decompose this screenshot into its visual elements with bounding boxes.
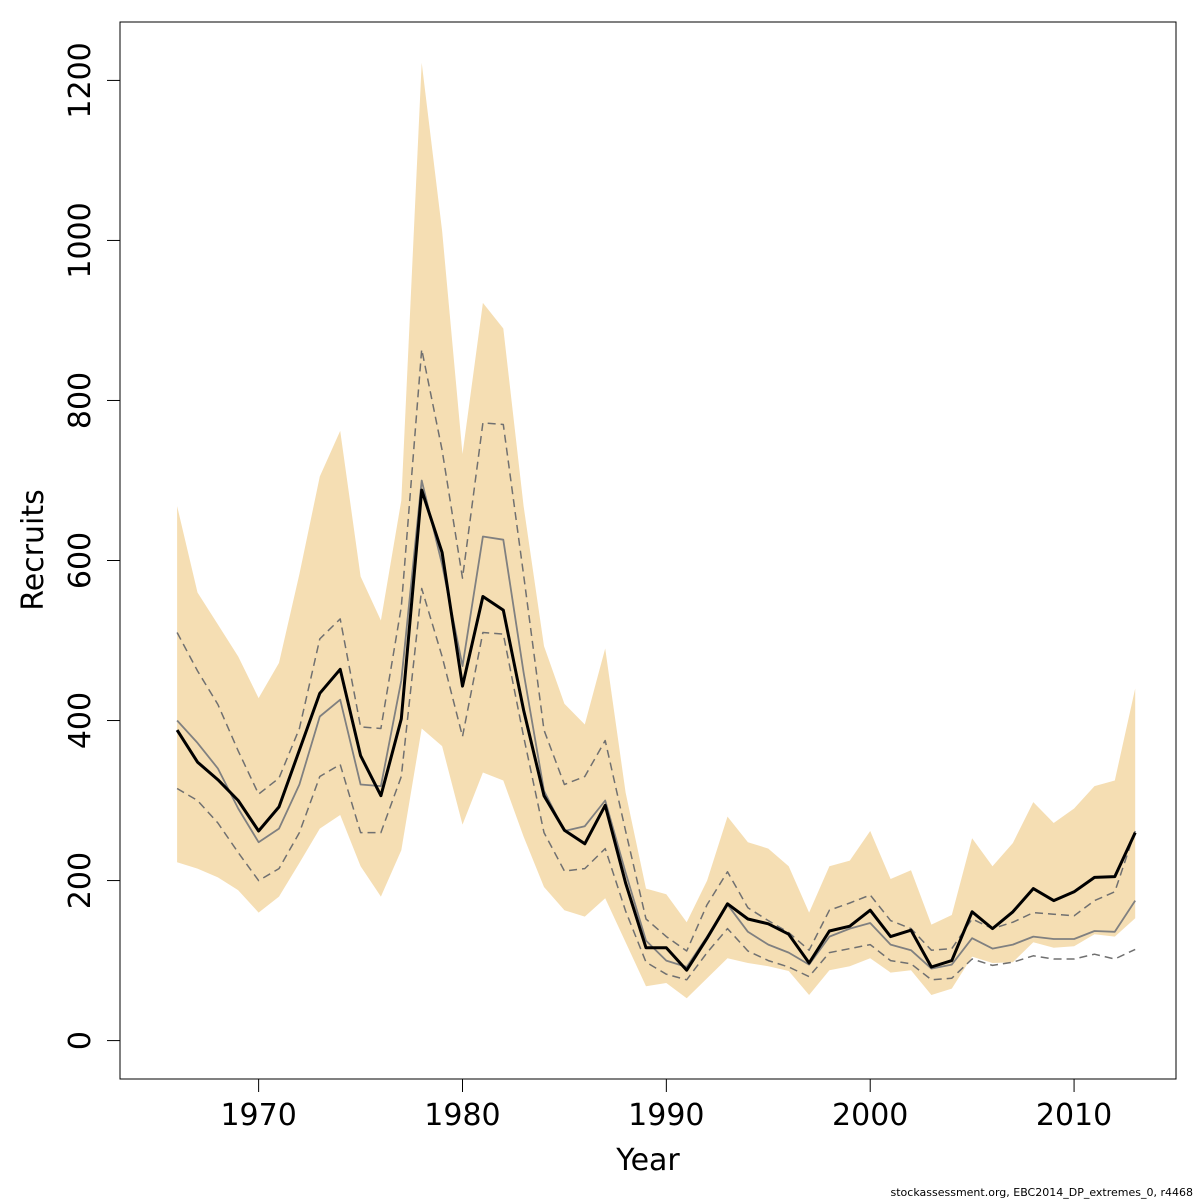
y-tick-label: 400 bbox=[63, 692, 98, 749]
series-lines-layer bbox=[175, 348, 1137, 981]
x-axis: 1970 1980 1990 2000 2010 bbox=[220, 1078, 1112, 1133]
y-tick-label: 200 bbox=[63, 852, 98, 909]
y-tick-label: 600 bbox=[63, 532, 98, 589]
x-tick-label: 1980 bbox=[424, 1098, 500, 1133]
y-tick-label: 0 bbox=[63, 1031, 98, 1050]
median-line bbox=[175, 488, 1137, 972]
y-tick-label: 1000 bbox=[63, 202, 98, 278]
y-tick-label: 1200 bbox=[63, 42, 98, 118]
upper-quantile-line bbox=[176, 348, 1136, 952]
confidence-band bbox=[177, 62, 1136, 999]
confidence-band-layer bbox=[177, 62, 1136, 999]
y-tick-label: 800 bbox=[63, 372, 98, 429]
mean-line bbox=[176, 479, 1136, 970]
x-tick-label: 2000 bbox=[832, 1098, 908, 1133]
footer-credit: stockassessment.org, EBC2014_DP_extremes… bbox=[891, 1186, 1193, 1199]
x-tick-label: 1990 bbox=[628, 1098, 704, 1133]
y-axis-title: Recruits bbox=[16, 489, 51, 611]
x-axis-title: Year bbox=[615, 1143, 680, 1178]
y-axis: 0 200 400 600 800 1000 1200 bbox=[63, 42, 121, 1050]
x-tick-label: 1970 bbox=[220, 1098, 296, 1133]
x-tick-label: 2010 bbox=[1036, 1098, 1112, 1133]
lower-quantile-line bbox=[176, 587, 1136, 981]
